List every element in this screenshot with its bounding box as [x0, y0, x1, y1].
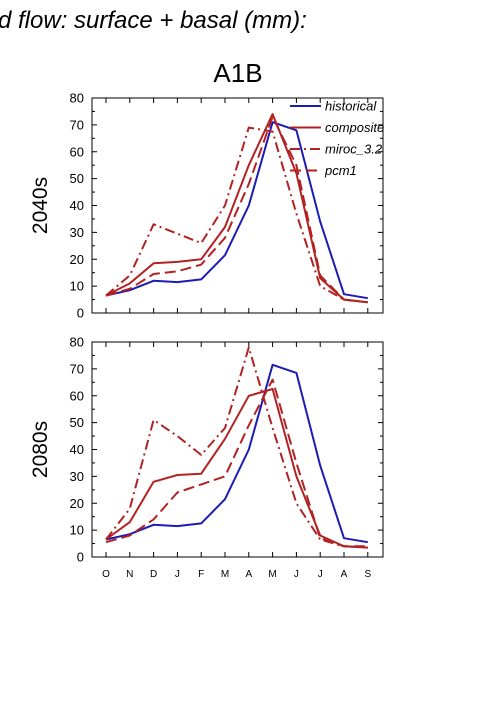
- y-tick-label: 80: [70, 335, 84, 350]
- x-tick-label: D: [150, 569, 157, 580]
- y-tick-label: 50: [70, 171, 84, 186]
- panel-2040s: 0 10 20 30 40 50 60 70 80 2040s historical composit…: [29, 91, 384, 321]
- y-tick-label: 80: [70, 91, 84, 106]
- series-line-pcm1: [105, 378, 368, 548]
- y-tick-label: 20: [70, 252, 84, 267]
- series-line-miroc-3-2: [105, 126, 368, 304]
- chart-panels: 0 10 20 30 40 50 60 70 80 2040s historical composit…: [29, 91, 384, 581]
- y-tick-label: 0: [77, 306, 84, 321]
- x-tick-label: A: [341, 569, 348, 580]
- y-tick-label: 40: [70, 198, 84, 213]
- y-tick-label: 10: [70, 523, 84, 538]
- x-tick-label: J: [318, 569, 323, 580]
- chart-title: A1B: [213, 58, 262, 88]
- series-line-composite: [105, 388, 368, 549]
- y-tick-label: 60: [70, 388, 84, 403]
- x-tick-label: J: [175, 569, 180, 580]
- panel-2080s: 0 10 20 30 40 50 60 70 80 O N D J F M A M J J A S 2080s: [29, 335, 384, 580]
- series-line-historical: [105, 363, 368, 544]
- series-line-pcm1: [105, 115, 368, 304]
- page-title: d flow: surface + basal (mm):: [0, 7, 307, 34]
- x-tick-label: O: [102, 569, 110, 580]
- series-line-composite: [105, 113, 368, 304]
- y-tick-label: 30: [70, 469, 84, 484]
- y-tick-label: 0: [77, 550, 84, 565]
- x-tick-label: M: [221, 569, 229, 580]
- x-tick-label: A: [245, 569, 252, 580]
- legend-label: miroc_3.2: [325, 142, 383, 157]
- x-tick-label: F: [198, 569, 204, 580]
- y-tick-label: 20: [70, 496, 84, 511]
- y-tick-label: 40: [70, 442, 84, 457]
- x-tick-label: M: [268, 569, 276, 580]
- legend-label: pcm1: [324, 163, 357, 178]
- series-line-miroc-3-2: [105, 346, 368, 549]
- y-tick-label: 60: [70, 144, 84, 159]
- x-tick-label: J: [294, 569, 299, 580]
- y-tick-label: 30: [70, 225, 84, 240]
- y-axis-label: 2080s: [29, 421, 52, 478]
- legend-label: historical: [325, 99, 377, 114]
- y-tick-label: 50: [70, 415, 84, 430]
- x-tick-label: N: [126, 569, 133, 580]
- y-tick-label: 10: [70, 279, 84, 294]
- x-tick-label: S: [364, 569, 371, 580]
- y-axis-label: 2040s: [29, 177, 52, 234]
- series-line-historical: [105, 121, 368, 300]
- y-tick-label: 70: [70, 361, 84, 376]
- legend: historical composite miroc_3.2 pcm1: [290, 99, 384, 178]
- legend-label: composite: [325, 120, 384, 135]
- y-tick-label: 70: [70, 117, 84, 132]
